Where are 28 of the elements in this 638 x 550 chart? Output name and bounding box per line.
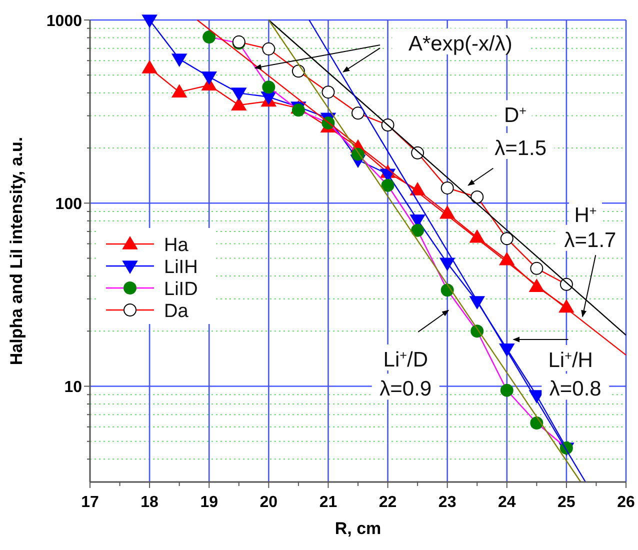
y-tick-label: 100 xyxy=(55,196,82,214)
legend-label: LiID xyxy=(164,279,198,300)
annotation: λ=1.5 xyxy=(494,137,547,160)
x-tick-label: 17 xyxy=(81,494,99,511)
annotation: H$^{+}$ xyxy=(574,204,597,228)
annotation: λ=0.8 xyxy=(549,378,602,401)
legend-label: Ha xyxy=(164,235,189,256)
x-tick-label: 25 xyxy=(558,494,576,511)
x-tick-label: 18 xyxy=(140,494,159,511)
x-tick-label: 23 xyxy=(438,494,456,511)
x-tick-label: 20 xyxy=(260,494,278,511)
annotation: D$^{+}$ xyxy=(504,104,526,128)
x-tick-label: 26 xyxy=(617,494,635,511)
x-tick-label: 22 xyxy=(378,494,397,511)
x-tick-label: 21 xyxy=(319,494,338,511)
legend-label: LiIH xyxy=(164,257,198,278)
annotation: λ=0.9 xyxy=(380,378,432,401)
x-axis-title: R, cm xyxy=(334,519,382,538)
y-axis-title: Halpha and LiI intensity, a.u. xyxy=(7,136,26,366)
x-tick-label: 19 xyxy=(200,494,218,511)
legend-label: Da xyxy=(164,301,189,322)
annotation: λ=1.7 xyxy=(564,228,616,252)
annotation: A*exp(-x/λ) xyxy=(408,32,512,56)
x-tick-label: 24 xyxy=(498,494,516,511)
y-tick-label: 10 xyxy=(64,379,82,396)
annotation: Li$^{+}$/H xyxy=(548,349,593,372)
y-tick-label: 1000 xyxy=(46,13,82,30)
annotation: Li$^{+}$/D xyxy=(383,348,428,372)
